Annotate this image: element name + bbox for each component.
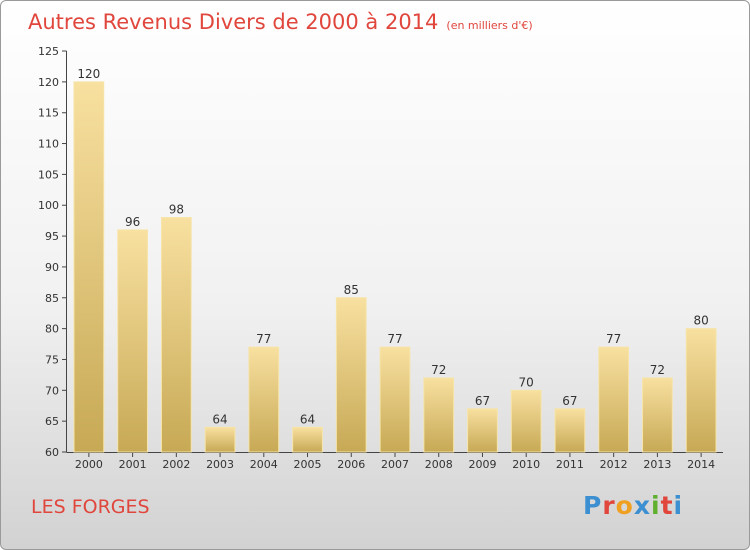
logo-letter: P [583,491,603,520]
value-label-2001: 96 [125,215,140,229]
value-label-2005: 64 [300,412,315,426]
bar-2000 [73,81,105,453]
logo-letter: t [660,491,674,520]
x-tick-label: 2002 [162,458,190,471]
x-tick-label: 2008 [425,458,453,471]
x-tick-label: 2006 [337,458,365,471]
chart-subtitle: (en milliers d'€) [446,19,533,32]
y-tick-label: 120 [38,76,59,89]
y-tick-label: 110 [38,138,59,151]
bar-2008 [423,377,455,453]
y-tick-label: 75 [45,353,59,366]
y-tick-label: 60 [45,446,59,459]
x-tick-label: 2011 [556,458,584,471]
x-tick-label: 2007 [381,458,409,471]
x-tick-label: 2013 [643,458,671,471]
bar-2011 [554,408,586,453]
x-tick-label: 2000 [75,458,103,471]
value-label-2009: 67 [475,394,490,408]
logo-letter: i [651,491,661,520]
y-tick-label: 95 [45,230,59,243]
bar-2006 [335,297,367,453]
x-tick-label: 2004 [250,458,278,471]
y-tick-label: 115 [38,107,59,120]
value-label-2000: 120 [77,67,100,81]
proxiti-logo: Proxiti [583,491,683,520]
x-tick-label: 2001 [119,458,147,471]
y-axis: 60 65 70 75 80 85 90 95 100 105 110 115 120 125 [38,45,67,459]
chart-title: Autres Revenus Divers de 2000 à 2014 (en … [28,10,533,34]
value-label-2003: 64 [212,412,227,426]
value-label-2013: 72 [650,363,665,377]
x-tick-label: 2014 [687,458,715,471]
bar-2013 [642,377,673,453]
bar-2014 [685,328,717,453]
bar-2003 [204,426,236,453]
y-tick-label: 90 [45,261,59,274]
x-tick-label: 2010 [512,458,540,471]
x-tick-label: 2003 [206,458,234,471]
bar-2004 [248,346,280,453]
bar-2002 [160,217,192,453]
bar-2010 [510,389,542,453]
value-labels: 120 96 98 64 77 64 85 77 72 67 70 67 77 72 80 [77,67,708,426]
x-tick-label: 2012 [600,458,628,471]
bar-2009 [467,408,498,453]
value-label-2007: 77 [387,332,402,346]
chart-title-text: Autres Revenus Divers de 2000 à 2014 [28,10,439,34]
y-tick-label: 85 [45,292,59,305]
y-tick-label: 80 [45,323,59,336]
value-label-2011: 67 [562,394,577,408]
town-label: LES FORGES [31,496,150,518]
x-tick-label: 2005 [294,458,322,471]
value-label-2008: 72 [431,363,446,377]
y-tick-label: 65 [45,415,59,428]
logo-letter: r [602,491,616,520]
bar-2007 [379,346,411,453]
y-tick-label: 125 [38,45,59,58]
y-tick-label: 105 [38,168,59,181]
value-label-2002: 98 [169,203,184,217]
x-axis: 2000 2001 2002 2003 2004 2005 2006 2007 2008 2009… [66,452,723,471]
x-tick-label: 2009 [468,458,496,471]
value-label-2010: 70 [519,375,534,389]
bars [73,81,717,453]
value-label-2004: 77 [256,332,271,346]
bar-2001 [117,229,148,453]
logo-letter: o [615,491,634,520]
bar-2005 [292,426,323,453]
value-label-2014: 80 [693,314,708,328]
value-label-2006: 85 [344,283,359,297]
logo-letter: i [673,491,684,520]
y-tick-label: 100 [38,199,59,212]
value-label-2012: 77 [606,332,621,346]
logo-letter: x [633,491,651,520]
bar-2012 [598,346,630,453]
y-tick-label: 70 [45,384,59,397]
